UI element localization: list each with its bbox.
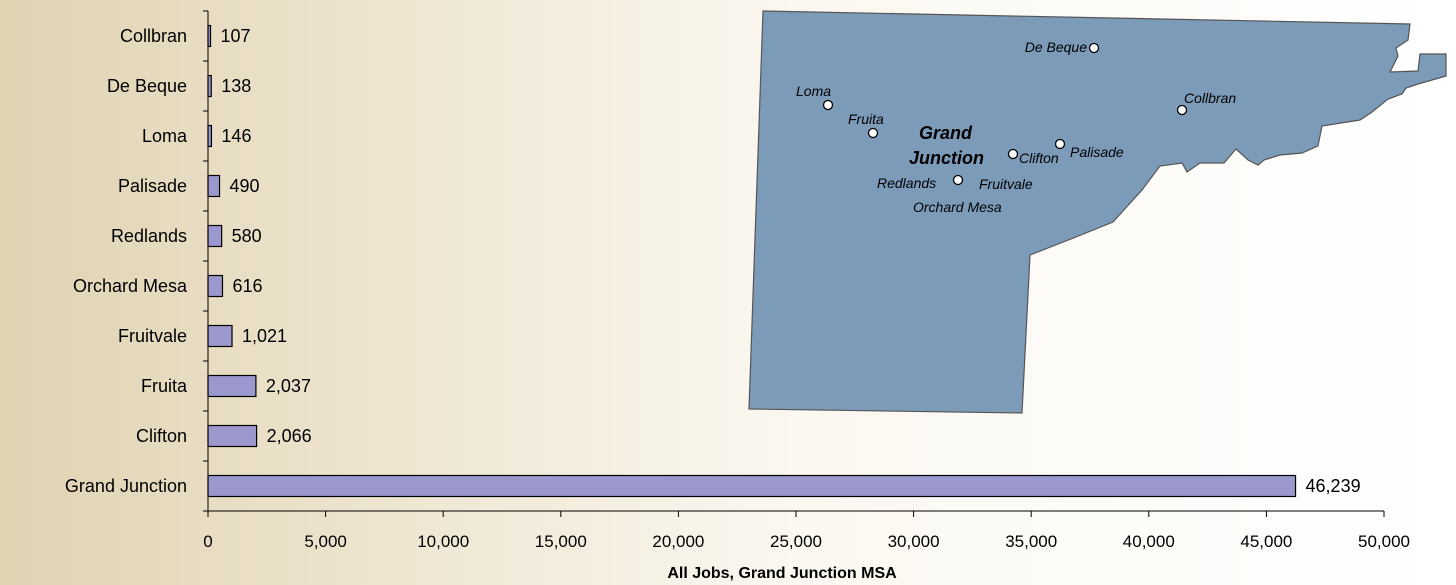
grand-junction-label-2: Junction <box>909 148 984 168</box>
x-tick-label: 15,000 <box>535 532 587 551</box>
bar <box>207 324 233 348</box>
value-label: 490 <box>230 176 260 196</box>
x-tick-labels: 0 5,000 10,000 15,000 20,000 25,000 30,000 35,0… <box>203 532 1410 551</box>
bar <box>207 374 257 398</box>
grand-junction-label-1: Grand <box>919 123 973 143</box>
x-axis-title: All Jobs, Grand Junction MSA <box>667 565 897 582</box>
county-shape <box>748 10 1447 414</box>
bar <box>207 74 212 98</box>
category-labels: Collbran De Beque Loma Palisade Redlands Orch… <box>65 26 188 496</box>
value-label: 107 <box>221 26 251 46</box>
category-label: Grand Junction <box>65 476 187 496</box>
x-tick-marks <box>207 511 1385 517</box>
x-tick-label: 25,000 <box>770 532 822 551</box>
category-label: Loma <box>142 126 188 146</box>
de-beque-marker <box>1088 42 1100 54</box>
value-label: 1,021 <box>242 326 287 346</box>
x-tick-label: 45,000 <box>1240 532 1292 551</box>
category-label: Fruitvale <box>118 326 187 346</box>
palisade-marker <box>1054 138 1066 150</box>
value-labels: 107 138 146 490 580 616 1,021 2,037 2,066 46,239 <box>221 26 1361 496</box>
palisade-label: Palisade <box>1070 144 1124 160</box>
bar <box>207 474 1297 498</box>
bars <box>207 24 1297 498</box>
category-label: Collbran <box>120 26 187 46</box>
x-tick-label: 35,000 <box>1005 532 1057 551</box>
category-label: Redlands <box>111 226 187 246</box>
value-label: 616 <box>232 276 262 296</box>
redlands-label: Redlands <box>877 175 936 191</box>
value-label: 580 <box>232 226 262 246</box>
x-tick-label: 30,000 <box>888 532 940 551</box>
fruita-label: Fruita <box>848 111 884 127</box>
x-tick-label: 40,000 <box>1123 532 1175 551</box>
clifton-marker <box>1007 148 1019 160</box>
bar <box>207 24 212 48</box>
category-label: Orchard Mesa <box>73 276 188 296</box>
bar <box>207 224 223 248</box>
bar <box>207 124 213 148</box>
orchard-mesa-label: Orchard Mesa <box>913 199 1002 215</box>
value-label: 2,037 <box>266 376 311 396</box>
collbran-marker <box>1176 104 1188 116</box>
value-label: 46,239 <box>1306 476 1361 496</box>
category-label: Clifton <box>136 426 187 446</box>
x-tick-label: 0 <box>203 532 212 551</box>
bar <box>207 174 221 198</box>
category-label: Fruita <box>141 376 188 396</box>
loma-marker <box>822 99 834 111</box>
clifton-label: Clifton <box>1019 150 1059 166</box>
y-tick-marks <box>203 10 208 512</box>
value-label: 138 <box>221 76 251 96</box>
bar-plot: Collbran De Beque Loma Palisade Redlands Orch… <box>65 10 1410 582</box>
x-tick-label: 10,000 <box>417 532 469 551</box>
value-label: 2,066 <box>267 426 312 446</box>
x-tick-label: 50,000 <box>1358 532 1410 551</box>
bar <box>207 274 224 298</box>
x-tick-label: 5,000 <box>304 532 347 551</box>
county-map: De Beque Loma Collbran Fruita Grand Junc… <box>748 10 1447 414</box>
category-label: De Beque <box>107 76 187 96</box>
de-beque-label: De Beque <box>1025 39 1087 55</box>
fruitvale-label: Fruitvale <box>979 176 1033 192</box>
x-tick-label: 20,000 <box>652 532 704 551</box>
bar <box>207 424 258 448</box>
category-label: Palisade <box>118 176 187 196</box>
loma-label: Loma <box>796 83 831 99</box>
redlands-marker <box>952 174 964 186</box>
value-label: 146 <box>221 126 251 146</box>
collbran-label: Collbran <box>1184 90 1236 106</box>
fruita-marker <box>867 127 879 139</box>
